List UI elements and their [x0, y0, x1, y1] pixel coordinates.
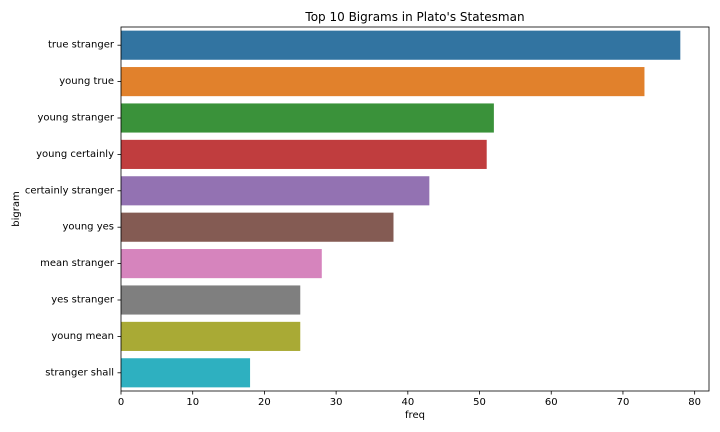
- y-tick-labels: true stranger young true young stranger you…: [25, 40, 121, 378]
- x-tick-label: 70: [617, 397, 630, 408]
- bar-yes-stranger: [121, 285, 301, 315]
- y-axis-label: bigram: [11, 191, 22, 226]
- y-tick-label: yes stranger: [51, 295, 115, 306]
- bar-mean-stranger: [121, 249, 322, 279]
- bar-certainly-stranger: [121, 176, 430, 206]
- plot-frame: [120, 26, 710, 392]
- y-tick-label: stranger shall: [45, 367, 114, 378]
- y-tick-label: mean stranger: [40, 258, 115, 269]
- x-tick-label: 40: [401, 397, 414, 408]
- bar-young-stranger: [121, 103, 494, 133]
- y-tick-label: young certainly: [36, 149, 114, 160]
- x-tick-label: 30: [330, 397, 343, 408]
- chart-title: Top 10 Bigrams in Plato's Statesman: [304, 10, 524, 24]
- bar-stranger-shall: [121, 358, 251, 388]
- bar-young-true: [121, 67, 645, 97]
- bar-true-stranger: [121, 30, 681, 60]
- x-axis-label: freq: [405, 410, 425, 421]
- y-tick-label: young mean: [51, 331, 114, 342]
- x-tick-label: 20: [258, 397, 271, 408]
- x-tick-label: 10: [186, 397, 199, 408]
- y-tick-label: true stranger: [48, 40, 115, 51]
- bar-young-mean: [121, 321, 301, 351]
- x-tick-label: 50: [473, 397, 486, 408]
- y-tick-label: young stranger: [37, 113, 114, 124]
- bar-young-certainly: [121, 139, 487, 169]
- bars-group: [121, 30, 681, 388]
- y-tick-label: young yes: [62, 222, 114, 233]
- y-tick-label: young true: [59, 76, 114, 87]
- y-tick-label: certainly stranger: [25, 185, 115, 196]
- x-tick-label: 0: [118, 397, 124, 408]
- bar-young-yes: [121, 212, 394, 242]
- x-tick-label: 60: [545, 397, 558, 408]
- x-tick-labels: 0 10 20 30 40 50 60 70 80: [118, 391, 701, 408]
- x-tick-label: 80: [688, 397, 701, 408]
